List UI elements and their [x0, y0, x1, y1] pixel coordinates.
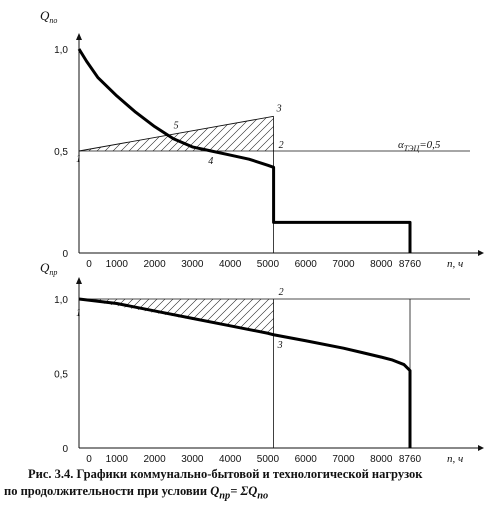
top-points: 1 2 3 4 5 [76, 103, 284, 167]
x-tick-label: 6000 [295, 259, 318, 270]
y-tick-label: 0,5 [54, 370, 68, 381]
y-tick-label: 0 [62, 444, 68, 455]
bottom-xlabel: n, ч [447, 453, 463, 465]
x-tick-label: 8760 [399, 454, 422, 465]
caption-line-1: Рис. 3.4. Графики коммунально-бытовой и … [28, 467, 423, 481]
top-ylabel: Qпо [40, 8, 57, 25]
point-label: 2 [279, 140, 284, 151]
caption-condition-text: по продолжительности при условии [4, 484, 211, 498]
top-y-arrow [76, 33, 82, 40]
bottom-points: 1 2 3 [76, 287, 284, 351]
point-label: 3 [277, 340, 283, 351]
x-tick-label: 7000 [332, 454, 355, 465]
top-x-ticks: 0 1000 2000 3000 4000 5000 6000 7000 8000 8760 [86, 259, 421, 270]
x-tick-label: 1000 [106, 454, 129, 465]
top-triangle-hyp [78, 115, 274, 152]
x-tick-label: 8000 [370, 454, 393, 465]
y-tick-label: 0,5 [54, 147, 68, 158]
x-tick-label: 5000 [257, 454, 280, 465]
x-tick-label: 4000 [219, 454, 242, 465]
x-tick-label: 3000 [181, 454, 204, 465]
point-label: 3 [276, 103, 282, 114]
figure-caption: Рис. 3.4. Графики коммунально-бытовой и … [0, 466, 496, 505]
top-x-arrow [478, 250, 484, 256]
top-xlabel: n, ч [447, 258, 463, 270]
caption-line-2: по продолжительности при условии Qпр= ΣQ… [0, 483, 496, 505]
bottom-y-arrow [76, 277, 82, 284]
caption-formula: Qпр= ΣQпо [210, 484, 269, 502]
x-tick-label: 0 [86, 259, 92, 270]
x-tick-label: 3000 [181, 259, 204, 270]
y-tick-label: 1,0 [54, 45, 68, 56]
x-tick-label: 1000 [106, 259, 129, 270]
y-tick-label: 0 [62, 249, 68, 260]
bottom-chart: 0 1000 2000 3000 4000 5000 6000 7000 8000 8760 00… [40, 260, 484, 465]
point-label: 2 [279, 287, 284, 298]
top-load-curve [77, 48, 412, 253]
x-tick-label: 2000 [143, 259, 166, 270]
x-tick-label: 8000 [370, 259, 393, 270]
x-tick-label: 8760 [399, 259, 422, 270]
top-chart: 0 1000 2000 3000 4000 5000 6000 7000 8000 8760 00… [40, 8, 484, 270]
bottom-load-curve [78, 297, 412, 448]
point-label: 1 [76, 154, 81, 165]
top-y-ticks: 0 0,5 1,0 [54, 45, 68, 260]
bottom-x-arrow [478, 445, 484, 451]
point-label: 1 [76, 308, 81, 319]
x-tick-label: 2000 [143, 454, 166, 465]
x-tick-label: 5000 [257, 259, 280, 270]
top-alpha-label: αТЭЦ=0,5 [398, 139, 441, 153]
x-tick-label: 4000 [219, 259, 242, 270]
point-label: 5 [174, 121, 179, 132]
bottom-ylabel: Qпр [40, 260, 57, 277]
x-tick-label: 7000 [332, 259, 355, 270]
x-tick-label: 0 [86, 454, 92, 465]
point-label: 4 [208, 156, 213, 167]
y-tick-label: 1,0 [54, 295, 68, 306]
bottom-y-ticks: 0 0,5 1,0 [54, 295, 68, 455]
load-duration-charts: 0 1000 2000 3000 4000 5000 6000 7000 8000 8760 00… [40, 8, 484, 465]
bottom-x-ticks: 0 1000 2000 3000 4000 5000 6000 7000 8000 8760 [86, 454, 421, 465]
x-tick-label: 6000 [295, 454, 318, 465]
